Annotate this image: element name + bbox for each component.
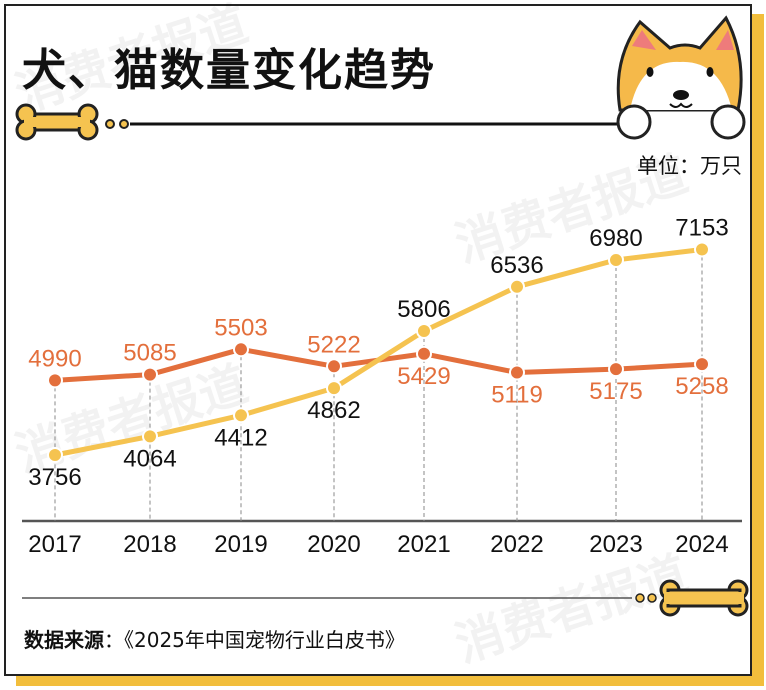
data-label: 5175 [589, 378, 642, 405]
x-tick-label: 2022 [490, 531, 543, 558]
source-text: ：《2025年中国宠物行业白皮书》 [104, 628, 405, 652]
data-point [326, 358, 342, 375]
chart-title: 犬、猫数量变化趋势 [22, 45, 436, 96]
data-point [416, 345, 432, 362]
data-point [509, 278, 525, 295]
series-line [54, 246, 703, 458]
data-label: 5222 [307, 331, 360, 358]
x-tick-label: 2023 [589, 531, 642, 558]
data-label: 3756 [28, 464, 81, 491]
data-point [47, 372, 63, 389]
data-label: 5119 [491, 382, 543, 409]
data-point [694, 241, 710, 258]
x-tick-label: 2021 [397, 531, 450, 558]
source-note: 数据来源：《2025年中国宠物行业白皮书》 [24, 624, 405, 653]
x-tick-label: 2017 [28, 531, 81, 558]
data-label: 7153 [675, 214, 728, 241]
x-tick-label: 2018 [123, 531, 176, 558]
data-point [47, 447, 63, 463]
data-label: 5258 [675, 373, 728, 400]
data-label: 6980 [589, 225, 642, 252]
data-label: 4412 [214, 424, 267, 451]
data-point [509, 364, 525, 381]
x-tick-label: 2019 [214, 531, 267, 558]
data-label: 5503 [214, 314, 267, 341]
dot [647, 593, 657, 603]
data-point [326, 380, 342, 397]
dot [635, 593, 645, 603]
bone-icon [15, 103, 99, 141]
data-point [416, 322, 432, 339]
x-tick-label: 2024 [675, 531, 728, 558]
data-point [233, 341, 249, 358]
data-point [142, 428, 158, 445]
data-label: 5085 [123, 340, 176, 367]
dog-face-icon [616, 15, 746, 140]
data-point [233, 407, 249, 424]
bone-icon [659, 579, 749, 617]
x-tick-label: 2020 [307, 531, 360, 558]
unit-label: 单位：万只 [637, 154, 742, 178]
data-label: 4064 [123, 445, 176, 472]
data-label: 5806 [397, 296, 450, 323]
source-label: 数据来源 [24, 628, 104, 652]
dot [119, 119, 129, 129]
data-label: 4862 [307, 397, 360, 424]
data-label: 4990 [28, 345, 81, 372]
data-point [694, 356, 710, 373]
data-label: 6536 [490, 252, 543, 279]
data-label: 5429 [397, 363, 450, 390]
dot [105, 119, 115, 129]
data-point [608, 251, 624, 268]
data-point [142, 366, 158, 383]
data-point [608, 361, 624, 378]
